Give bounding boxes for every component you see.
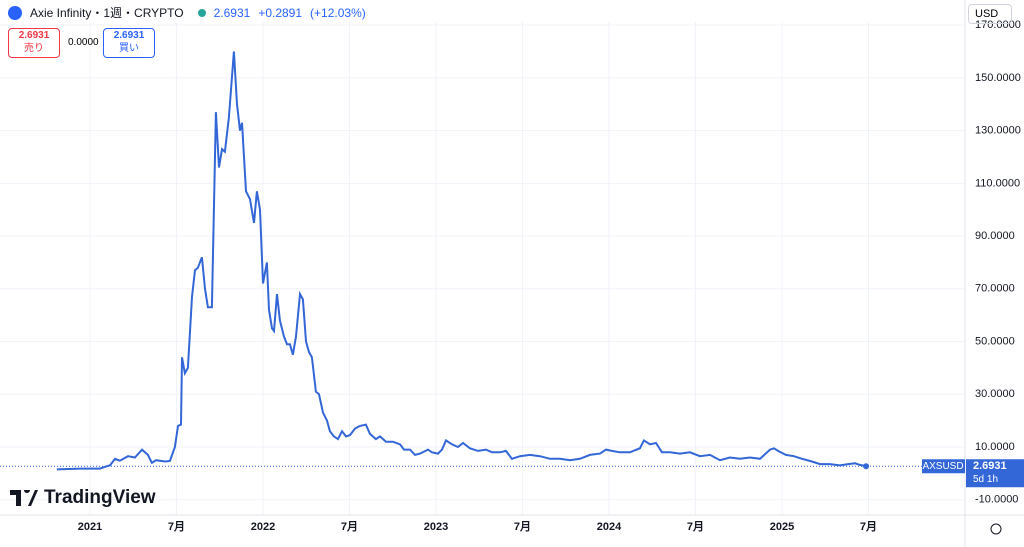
x-tick-label: 7月 <box>860 520 877 533</box>
x-tick-label: 2024 <box>597 521 622 533</box>
symbol: Axie Infinity・1週・CRYPTO <box>30 6 184 20</box>
price-tag <box>966 459 1024 488</box>
ticker-tag <box>922 459 965 474</box>
price-line <box>56 51 867 471</box>
buy-button[interactable]: 2.6931 買い <box>103 28 155 58</box>
y-tick-label: 30.0000 <box>975 388 1015 400</box>
buy-price: 2.6931 <box>113 30 145 41</box>
countdown-label: 5d 1h <box>973 474 998 485</box>
last-point <box>863 463 870 470</box>
y-tick-label: -10.0000 <box>975 494 1018 506</box>
price: 2.6931 <box>213 5 251 20</box>
brand-name: TradingView <box>44 487 156 508</box>
y-tick-label: 110.0000 <box>975 177 1020 189</box>
ticker-label: AXSUSD <box>922 461 963 472</box>
change-pct: (+12.03%) <box>310 5 366 20</box>
y-tick-label: 50.0000 <box>975 335 1015 347</box>
x-tick-label: 7月 <box>687 520 704 533</box>
price-tag-label: 2.6931 <box>973 460 1007 472</box>
x-tick-label: 7月 <box>168 520 185 533</box>
y-tick-label: 130.0000 <box>975 125 1021 137</box>
symbol-logo <box>8 5 22 20</box>
sell-label: 売り <box>24 43 44 54</box>
sell-price: 2.6931 <box>18 30 50 41</box>
y-tick-label: 150.0000 <box>975 72 1021 84</box>
x-tick-label: 7月 <box>341 520 358 533</box>
brand-icon <box>10 490 38 506</box>
currency-select[interactable]: USD <box>968 4 1012 24</box>
buy-label: 買い <box>119 43 139 54</box>
sell-button[interactable]: 2.6931 売り <box>8 28 60 58</box>
x-tick-label: 2023 <box>424 521 448 533</box>
status-dot <box>197 8 206 17</box>
settings-icon <box>990 523 1002 535</box>
change: +0.2891 <box>258 5 303 20</box>
y-tick-label: 90.0000 <box>975 230 1015 242</box>
y-tick-label: 70.0000 <box>975 283 1015 295</box>
brand: TradingView <box>10 487 156 509</box>
header: Axie Infinity・1週・CRYPTO 2.6931 +0.2891 (… <box>8 4 366 21</box>
x-tick-label: 2022 <box>251 521 275 533</box>
x-tick-label: 2021 <box>78 521 102 533</box>
spread: 0.0000 <box>68 37 99 48</box>
x-tick-label: 7月 <box>514 520 531 533</box>
y-tick-label: 10.0000 <box>975 441 1015 453</box>
x-tick-label: 2025 <box>770 521 794 533</box>
